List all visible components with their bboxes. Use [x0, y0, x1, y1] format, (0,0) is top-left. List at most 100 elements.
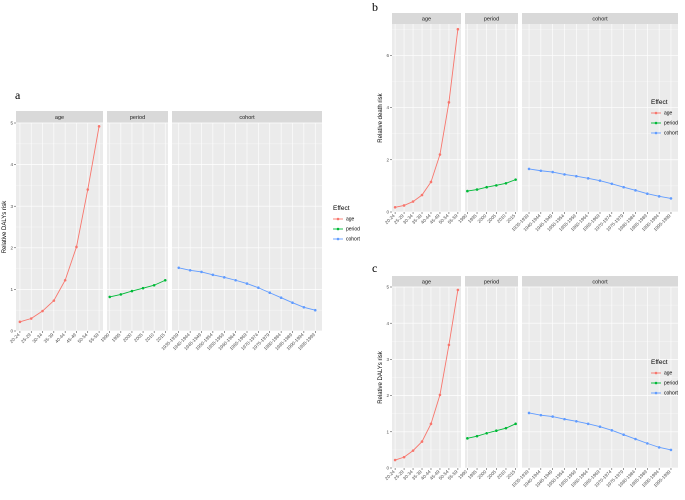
legend-label-age: age	[346, 217, 355, 223]
data-point-age	[429, 180, 433, 184]
facet-strip-label: cohort	[592, 17, 608, 23]
data-point-cohort	[539, 413, 543, 417]
data-point-age	[411, 449, 415, 452]
data-point-cohort	[211, 273, 215, 277]
data-point-cohort	[527, 411, 531, 415]
facet-strip	[522, 13, 678, 24]
x-tick-label: 2010	[496, 213, 507, 224]
y-tick-label: 0	[386, 466, 389, 471]
y-tick-label: 2	[386, 157, 389, 162]
data-point-period	[485, 185, 488, 189]
facet-strip-label: cohort	[239, 115, 255, 121]
data-point-cohort	[622, 433, 625, 436]
facet-cohort: cohort1935-19391940-19441945-19491950-19…	[511, 276, 678, 488]
facet-cohort: cohort1935-19391940-19441945-19491950-19…	[511, 13, 678, 232]
x-tick-label: 1995	[111, 332, 122, 343]
data-point-period	[475, 434, 479, 438]
data-point-cohort	[313, 308, 317, 312]
facet-strip-label: period	[130, 115, 145, 121]
data-point-period	[152, 283, 156, 287]
data-point-cohort	[598, 425, 602, 429]
legend-label-cohort: cohort	[346, 237, 361, 243]
data-point-cohort	[575, 174, 578, 178]
x-tick-label: 2015	[155, 332, 166, 343]
x-tick-label: 1995	[467, 213, 478, 224]
legend-label-period: period	[664, 121, 678, 127]
x-tick-label: 2005	[486, 469, 497, 480]
x-tick-label: 2000	[477, 213, 488, 224]
facet-strip-label: age	[422, 280, 431, 286]
x-tick-label: 1990	[457, 469, 468, 480]
data-point-cohort	[575, 420, 578, 423]
facet-strip	[172, 111, 322, 123]
y-tick-label: 4	[386, 105, 389, 110]
data-point-cohort	[234, 278, 237, 282]
legend-key-point-cohort	[654, 391, 658, 395]
panel-letter-a: a	[15, 88, 21, 102]
y-tick-label: 0	[10, 329, 13, 334]
data-point-cohort	[539, 169, 543, 173]
x-tick-label: 55-59	[88, 332, 100, 344]
y-tick-label: 6	[386, 53, 389, 58]
data-point-cohort	[188, 268, 192, 272]
data-point-age	[63, 278, 67, 282]
data-point-cohort	[657, 195, 661, 198]
facet-age: age20-2425-2930-3435-3940-4445-4950-5455…	[384, 276, 461, 481]
legend-key-point-age	[336, 217, 340, 221]
data-point-age	[438, 393, 442, 397]
x-tick-label: 2000	[122, 332, 133, 343]
legend-key-point-age	[654, 371, 658, 375]
facet-age: age20-2425-2930-3435-3940-4445-4950-5455…	[384, 13, 461, 225]
series-line-period	[109, 279, 166, 298]
legend-key-point-age	[654, 111, 658, 115]
data-point-age	[429, 422, 433, 426]
series-line-age	[19, 126, 100, 323]
data-point-cohort	[634, 437, 637, 441]
y-axis-title: Relative DALYs risk	[378, 350, 384, 404]
legend-label-age: age	[664, 371, 673, 377]
facet-strip-label: cohort	[592, 280, 608, 286]
facet-strip	[107, 111, 168, 123]
legend-key-point-period	[654, 381, 658, 385]
y-tick-label: 1	[386, 429, 389, 434]
legend-label-period: period	[346, 227, 360, 233]
data-point-cohort	[527, 167, 531, 171]
legend-label-cohort: cohort	[664, 391, 679, 397]
data-point-period	[163, 278, 167, 282]
x-tick-label: 2015	[506, 213, 517, 224]
y-tick-label: 3	[386, 357, 389, 362]
x-tick-label: 2015	[506, 469, 517, 480]
data-point-age	[420, 440, 424, 443]
y-tick-label: 4	[10, 162, 13, 167]
series-line-age	[395, 29, 459, 208]
y-tick-label: 1	[10, 287, 13, 292]
data-point-period	[141, 286, 145, 290]
x-tick-label: 30-34	[31, 332, 43, 344]
legend: Effect age period cohort	[651, 99, 679, 137]
data-point-age	[420, 193, 424, 197]
legend-label-cohort: cohort	[664, 131, 679, 137]
facet-strip	[465, 13, 518, 24]
data-point-cohort	[598, 179, 602, 182]
plot-panel	[465, 24, 518, 212]
y-tick-label: 2	[386, 393, 389, 398]
legend-title: Effect	[333, 205, 350, 212]
x-tick-label: 20-24	[9, 332, 21, 344]
x-tick-label: 1990	[100, 332, 111, 343]
data-point-age	[456, 288, 460, 292]
x-tick-label: 40-44	[54, 332, 66, 344]
data-point-period	[130, 289, 134, 293]
data-point-cohort	[551, 170, 554, 174]
facet-cohort: cohort1935-19391940-19441945-19491950-19…	[160, 111, 322, 351]
legend-key-point-period	[654, 121, 658, 125]
data-point-cohort	[302, 305, 306, 309]
data-point-cohort	[669, 197, 673, 200]
data-point-period	[504, 426, 508, 430]
data-point-cohort	[177, 266, 181, 270]
facet-strip-label: period	[484, 280, 499, 286]
plot-panel	[392, 24, 461, 212]
